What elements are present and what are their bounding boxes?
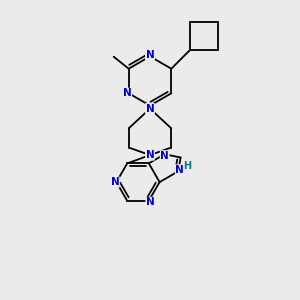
Text: N: N	[110, 177, 119, 187]
Text: N: N	[146, 103, 154, 114]
Text: N: N	[146, 197, 155, 207]
Text: N: N	[146, 150, 154, 160]
Text: H: H	[183, 161, 191, 171]
Text: N: N	[176, 165, 184, 175]
Text: N: N	[146, 50, 154, 60]
Text: N: N	[160, 151, 169, 161]
Text: N: N	[123, 88, 132, 98]
